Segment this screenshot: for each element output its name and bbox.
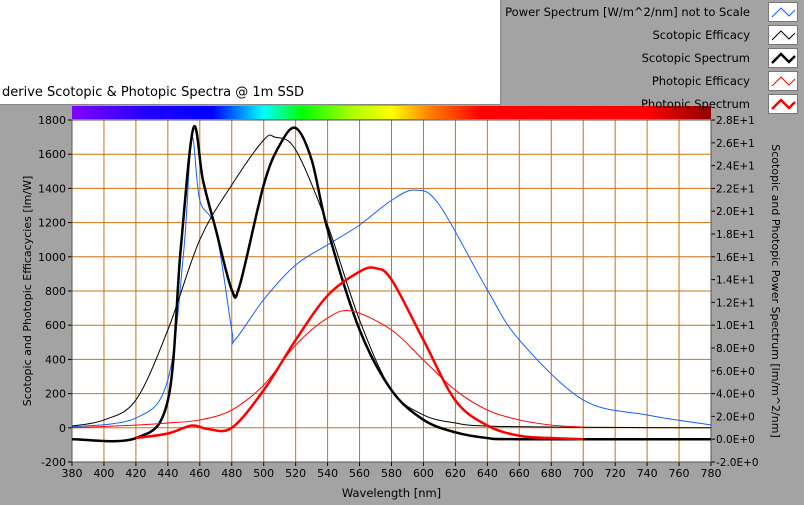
x-tick-label: 400	[93, 467, 114, 480]
x-tick-label: 540	[317, 467, 338, 480]
series-line-power-spectrum-w-m-nm-not-to-scale	[71, 136, 712, 428]
y2-tick-label: 2.4E+1	[716, 161, 755, 173]
y-tick-label: -200	[41, 456, 66, 469]
legend-item[interactable]: Photopic Efficacy	[652, 70, 798, 92]
x-tick-label: 600	[413, 467, 434, 480]
x-tick-label: 780	[701, 467, 722, 480]
x-tick-label: 660	[509, 467, 530, 480]
legend-label: Power Spectrum [W/m^2/nm] not to Scale	[505, 5, 750, 19]
legend-label: Photopic Efficacy	[651, 74, 750, 88]
y2-tick-label: 8.0E+0	[716, 343, 755, 355]
y2-tick-label: 1.4E+1	[716, 275, 755, 287]
series-line-photopic-spectrum	[135, 266, 584, 441]
legend-label: Scotopic Spectrum	[641, 51, 750, 65]
series-line-scotopic-spectrum	[71, 124, 712, 443]
y2-tick-label: 2.0E+0	[716, 411, 755, 423]
y2-tick-label: 2.8E+1	[716, 115, 755, 127]
y-tick-label: 1400	[38, 182, 66, 195]
y2-tick-label: -2.0E+0	[716, 457, 759, 469]
legend-label: Photopic Spectrum	[640, 97, 750, 111]
x-tick-label: 440	[157, 467, 178, 480]
x-tick-label: 760	[669, 467, 690, 480]
x-tick-label: 500	[253, 467, 274, 480]
x-tick-label: 620	[445, 467, 466, 480]
legend-item[interactable]: Scotopic Spectrum	[642, 47, 798, 69]
y2-tick-label: 2.6E+1	[716, 138, 755, 150]
legend-swatch-icon	[768, 71, 798, 91]
x-tick-label: 640	[477, 467, 498, 480]
y-tick-label: 1200	[38, 217, 66, 230]
series-line-scotopic-efficacy	[71, 134, 712, 429]
title-panel: derive Scotopic & Photopic Spectra @ 1m …	[0, 0, 501, 105]
legend-swatch-icon	[768, 94, 798, 114]
x-tick-label: 740	[637, 467, 658, 480]
y-tick-label: 1000	[38, 251, 66, 264]
y2-tick-label: 2.2E+1	[716, 183, 755, 195]
y2-tick-label: 2.0E+1	[716, 206, 755, 218]
x-axis-label: Wavelength [nm]	[342, 486, 441, 500]
y-tick-label: 800	[45, 285, 66, 298]
x-tick-label: 700	[573, 467, 594, 480]
y2-tick-label: 1.6E+1	[716, 252, 755, 264]
x-tick-label: 380	[62, 467, 83, 480]
y2-tick-label: 0.0E+0	[716, 434, 755, 446]
y-tick-label: 0	[59, 422, 66, 435]
y-tick-label: 400	[45, 353, 66, 366]
legend-label: Scotopic Efficacy	[652, 28, 750, 42]
legend-swatch-icon	[768, 25, 798, 45]
y2-tick-label: 1.2E+1	[716, 297, 755, 309]
y2-tick-label: 1.0E+1	[716, 320, 755, 332]
legend-item[interactable]: Scotopic Efficacy	[652, 24, 798, 46]
x-tick-label: 580	[381, 467, 402, 480]
x-tick-label: 520	[285, 467, 306, 480]
chart-title: derive Scotopic & Photopic Spectra @ 1m …	[2, 85, 304, 100]
plot-border	[71, 119, 712, 463]
y-tick-label: 600	[45, 319, 66, 332]
y-tick-label: 1600	[38, 148, 66, 161]
x-tick-label: 680	[541, 467, 562, 480]
x-tick-label: 420	[125, 467, 146, 480]
legend-item[interactable]: Power Spectrum [W/m^2/nm] not to Scale	[505, 1, 798, 23]
x-tick-label: 720	[605, 467, 626, 480]
y2-tick-label: 1.8E+1	[716, 229, 755, 241]
series-line-photopic-efficacy	[71, 309, 584, 429]
spectrum-color-bar	[72, 106, 711, 119]
y2-tick-label: 6.0E+0	[716, 366, 755, 378]
x-tick-label: 480	[221, 467, 242, 480]
y2-tick-label: 4.0E+0	[716, 389, 755, 401]
x-tick-label: 460	[189, 467, 210, 480]
x-tick-label: 560	[349, 467, 370, 480]
plot-legend: Power Spectrum [W/m^2/nm] not to Scale Sc…	[505, 0, 804, 115]
y-axis-label: Scotopic and Photopic Efficacycies [lm/W…	[21, 176, 34, 407]
legend-swatch-icon	[768, 48, 798, 68]
legend-swatch-icon	[768, 2, 798, 22]
y2-axis-label: Scotopic and Photopic Power Spectrum [lm…	[769, 144, 782, 437]
y-tick-label: 1800	[38, 114, 66, 127]
y-tick-label: 200	[45, 388, 66, 401]
legend-item[interactable]: Photopic Spectrum	[641, 93, 798, 115]
